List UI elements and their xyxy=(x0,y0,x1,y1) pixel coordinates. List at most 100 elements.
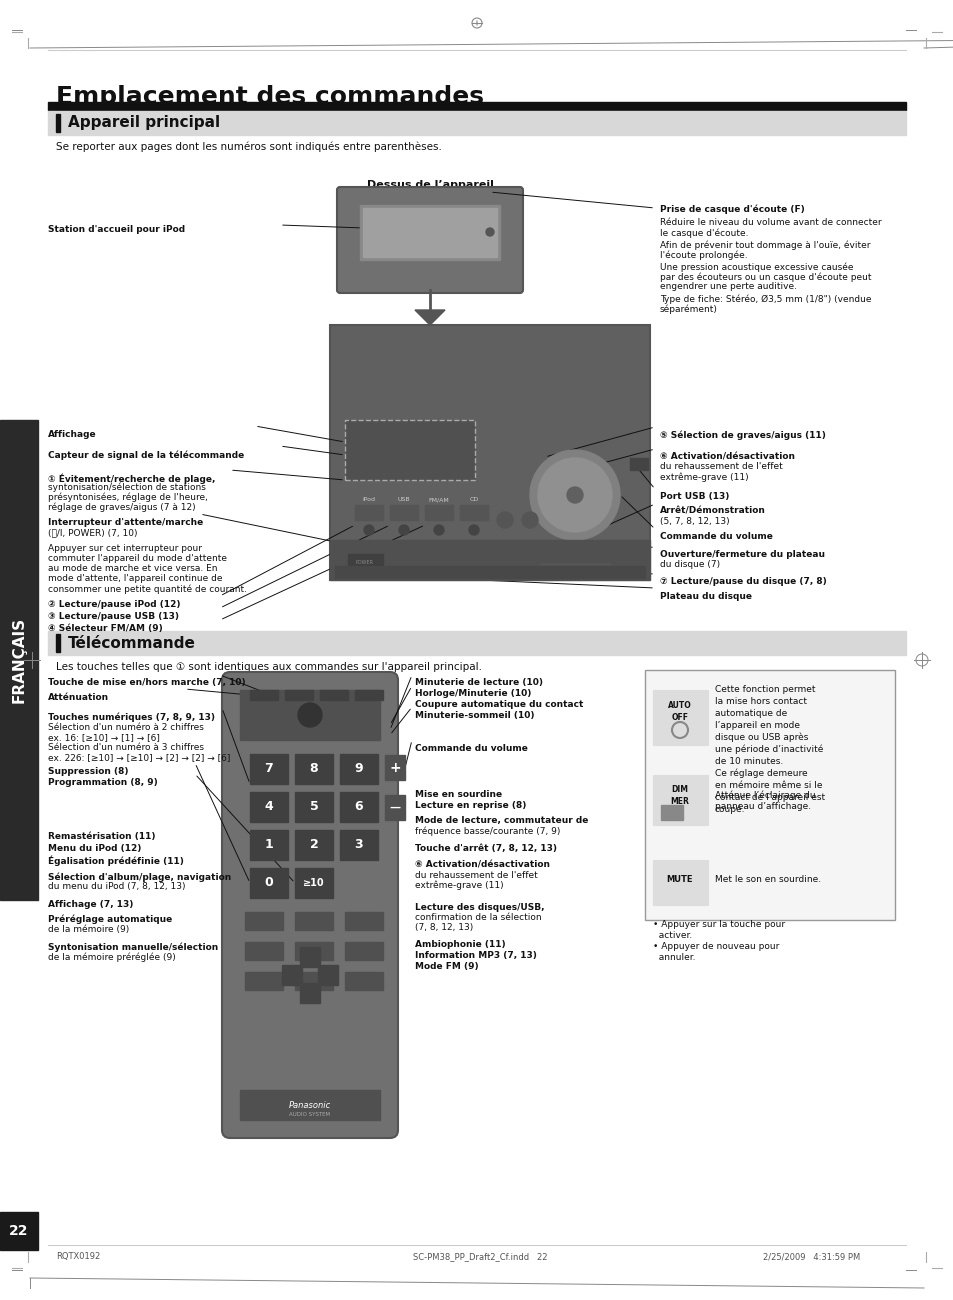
Circle shape xyxy=(398,525,409,536)
Text: Lecture en reprise (8): Lecture en reprise (8) xyxy=(415,801,526,810)
Bar xyxy=(644,670,894,920)
Bar xyxy=(345,913,382,929)
Text: 8: 8 xyxy=(310,763,318,776)
Text: réglage de graves/aigus (7 à 12): réglage de graves/aigus (7 à 12) xyxy=(48,503,195,512)
Text: ≥10: ≥10 xyxy=(303,878,324,888)
Circle shape xyxy=(497,512,513,528)
Text: Panasonic: Panasonic xyxy=(289,1101,331,1109)
Text: Une pression acoustique excessive causée: Une pression acoustique excessive causée xyxy=(659,263,853,272)
Text: +: + xyxy=(389,760,400,775)
Text: 6: 6 xyxy=(355,801,363,814)
Text: (⏻/I, POWER) (7, 10): (⏻/I, POWER) (7, 10) xyxy=(48,528,137,537)
Text: de 10 minutes.: de 10 minutes. xyxy=(714,757,782,766)
Text: fréquence basse/courante (7, 9): fréquence basse/courante (7, 9) xyxy=(415,826,559,836)
Bar xyxy=(345,972,382,991)
Text: Arrêt/Démonstration: Arrêt/Démonstration xyxy=(659,507,765,516)
Text: ③ Lecture/pause USB (13): ③ Lecture/pause USB (13) xyxy=(48,612,179,621)
Text: CD: CD xyxy=(469,497,478,502)
Text: Met le son en sourdine.: Met le son en sourdine. xyxy=(714,875,821,884)
Text: Commande du volume: Commande du volume xyxy=(415,744,527,753)
Text: consommer une petite quantité de courant.: consommer une petite quantité de courant… xyxy=(48,584,247,594)
FancyBboxPatch shape xyxy=(336,187,522,292)
Text: extrême-grave (11): extrême-grave (11) xyxy=(415,881,503,891)
Text: ex. 226: [≥10] → [≥10] → [2] → [2] → [6]: ex. 226: [≥10] → [≥10] → [2] → [2] → [6] xyxy=(48,753,230,762)
Text: • Appuyer sur la touche pour: • Appuyer sur la touche pour xyxy=(652,920,784,930)
Bar xyxy=(330,540,649,580)
Text: SC-PM38_PP_Draft2_Cf.indd   22: SC-PM38_PP_Draft2_Cf.indd 22 xyxy=(413,1252,547,1261)
Text: OPEN/CLOSE: OPEN/CLOSE xyxy=(558,567,590,572)
Bar xyxy=(294,913,333,929)
Text: Touche d'arrêt (7, 8, 12, 13): Touche d'arrêt (7, 8, 12, 13) xyxy=(415,844,557,853)
Text: Réduire le niveau du volume avant de connecter: Réduire le niveau du volume avant de con… xyxy=(659,218,881,227)
Bar xyxy=(319,690,348,699)
Text: activer.: activer. xyxy=(652,931,692,940)
Text: Ouverture/fermeture du plateau: Ouverture/fermeture du plateau xyxy=(659,550,824,559)
Bar xyxy=(299,983,319,1004)
Bar xyxy=(359,205,499,260)
Text: extrême-grave (11): extrême-grave (11) xyxy=(659,472,748,481)
Bar xyxy=(355,690,382,699)
Bar xyxy=(335,566,644,578)
Circle shape xyxy=(537,458,612,532)
Text: Commande du volume: Commande du volume xyxy=(659,532,772,541)
Text: ④ Sélecteur FM/AM (9): ④ Sélecteur FM/AM (9) xyxy=(48,624,163,633)
Text: OFF: OFF xyxy=(671,712,688,722)
Text: Affichage: Affichage xyxy=(48,430,96,439)
Circle shape xyxy=(469,525,478,536)
Text: Cette fonction permet: Cette fonction permet xyxy=(714,685,815,694)
Circle shape xyxy=(434,525,443,536)
Text: séparément): séparément) xyxy=(659,304,717,313)
Text: 22: 22 xyxy=(10,1225,29,1238)
Bar xyxy=(294,972,333,991)
Text: Mise en sourdine: Mise en sourdine xyxy=(415,790,501,800)
Text: Information MP3 (7, 13): Information MP3 (7, 13) xyxy=(415,952,537,959)
Bar xyxy=(294,868,333,898)
Bar xyxy=(385,755,405,780)
Text: l’appareil en mode: l’appareil en mode xyxy=(714,722,800,731)
Bar xyxy=(294,754,333,784)
Text: automatique de: automatique de xyxy=(714,708,786,718)
Text: mode d'attente, l'appareil continue de: mode d'attente, l'appareil continue de xyxy=(48,575,222,582)
Bar xyxy=(339,792,377,822)
Text: de la mémoire (9): de la mémoire (9) xyxy=(48,926,129,933)
Text: AUTO: AUTO xyxy=(667,701,691,710)
Bar xyxy=(245,972,283,991)
Text: l'écoute prolongée.: l'écoute prolongée. xyxy=(659,250,747,260)
Text: le casque d'écoute.: le casque d'écoute. xyxy=(659,227,748,238)
Bar xyxy=(339,754,377,784)
Text: en mémoire même si le: en mémoire même si le xyxy=(714,781,821,790)
Text: Minuterie-sommeil (10): Minuterie-sommeil (10) xyxy=(415,711,534,720)
Bar xyxy=(48,101,905,111)
Circle shape xyxy=(521,512,537,528)
Text: 2: 2 xyxy=(310,838,318,852)
Text: FRANÇAIS: FRANÇAIS xyxy=(11,618,27,703)
Text: RQTX0192: RQTX0192 xyxy=(56,1252,100,1261)
Bar xyxy=(294,942,333,959)
Bar xyxy=(282,965,302,985)
Bar xyxy=(629,458,647,471)
Bar xyxy=(285,690,313,699)
Bar xyxy=(250,829,288,861)
Text: du rehaussement de l'effet: du rehaussement de l'effet xyxy=(659,462,781,471)
Text: Dessus de l’appareil: Dessus de l’appareil xyxy=(366,179,493,190)
Text: (7, 8, 12, 13): (7, 8, 12, 13) xyxy=(415,923,473,932)
Text: Les touches telles que ① sont identiques aux commandes sur l'appareil principal.: Les touches telles que ① sont identiques… xyxy=(56,662,481,672)
Text: MUTE: MUTE xyxy=(666,875,693,884)
Text: par des écouteurs ou un casque d'écoute peut: par des écouteurs ou un casque d'écoute … xyxy=(659,272,871,282)
Text: Télécommande: Télécommande xyxy=(68,636,195,650)
Text: Affichage (7, 13): Affichage (7, 13) xyxy=(48,900,133,909)
FancyBboxPatch shape xyxy=(222,672,397,1138)
Text: • Appuyer de nouveau pour: • Appuyer de nouveau pour xyxy=(652,942,779,952)
Text: Atténue l’éclairage du: Atténue l’éclairage du xyxy=(714,790,815,800)
Text: Se reporter aux pages dont les numéros sont indiqués entre parenthèses.: Se reporter aux pages dont les numéros s… xyxy=(56,142,441,152)
Bar xyxy=(345,420,475,480)
Text: panneau d’affichage.: panneau d’affichage. xyxy=(714,802,810,811)
Bar xyxy=(245,942,283,959)
Text: ex. 16: [≥10] → [1] → [6]: ex. 16: [≥10] → [1] → [6] xyxy=(48,733,160,742)
Bar xyxy=(459,504,488,520)
Text: Horloge/Minuterie (10): Horloge/Minuterie (10) xyxy=(415,689,531,698)
Text: Capteur de signal de la télécommande: Capteur de signal de la télécommande xyxy=(48,450,244,459)
Bar xyxy=(299,946,319,967)
Text: 5: 5 xyxy=(310,801,318,814)
Text: syntonisation/sélection de stations: syntonisation/sélection de stations xyxy=(48,484,206,493)
